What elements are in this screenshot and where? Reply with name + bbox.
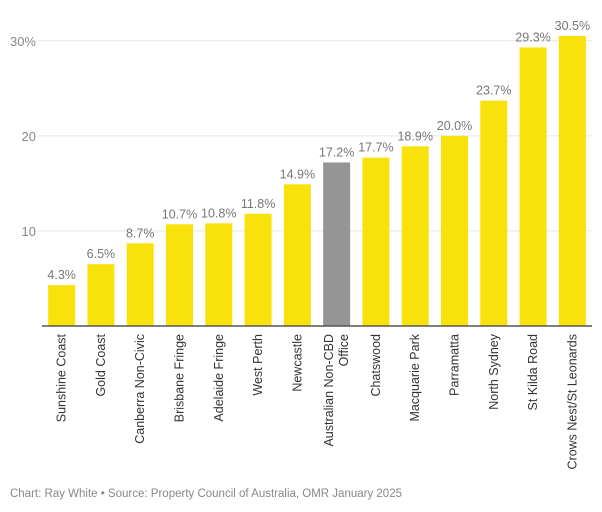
bar <box>87 264 115 326</box>
data-label: 10.8% <box>201 206 236 220</box>
bar <box>283 184 311 326</box>
category-label: Sunshine Coast <box>55 333 69 422</box>
data-label: 11.8% <box>241 197 276 211</box>
bar <box>48 285 76 326</box>
y-tick-label: 10 <box>22 224 36 239</box>
data-label: 14.9% <box>280 167 315 181</box>
data-label: 17.7% <box>358 141 393 155</box>
bar <box>558 36 586 326</box>
y-tick-label: 20 <box>22 129 36 144</box>
category-label: Australian Non-CBD <box>322 334 336 447</box>
category-label: Brisbane Fringe <box>173 334 187 422</box>
bar <box>126 243 154 326</box>
category-label: North Sydney <box>487 333 501 409</box>
gridlines <box>38 40 592 232</box>
category-label: Parramatta <box>448 334 462 396</box>
category-label: Canberra Non-Civic <box>133 334 147 444</box>
data-labels: 4.3% 6.5% 8.7% 10.7% 10.8% 11.8% 14.9% 17.2% 17.… <box>47 19 590 282</box>
data-label: 10.7% <box>162 207 197 221</box>
bar <box>166 224 193 326</box>
data-label: 8.7% <box>126 226 155 240</box>
category-label: Newcastle <box>290 334 304 392</box>
category-label: St Kilda Road <box>526 334 540 410</box>
data-label: 30.5% <box>555 19 590 33</box>
bar <box>480 100 508 327</box>
category-label: Adelaide Fringe <box>212 334 226 422</box>
category-label: Crows Nest/St Leonards <box>565 334 579 469</box>
bar <box>519 47 547 326</box>
data-label: 29.3% <box>515 30 550 44</box>
chart-caption: Chart: Ray White • Source: Property Coun… <box>10 488 402 500</box>
category-label: Gold Coast <box>94 333 108 396</box>
bar <box>362 157 390 326</box>
y-tick-label: 30% <box>10 34 36 49</box>
data-label: 6.5% <box>87 247 116 261</box>
bar <box>401 146 429 326</box>
data-label: 4.3% <box>47 268 76 282</box>
data-label: 17.2% <box>319 145 354 159</box>
category-label: West Perth <box>251 334 265 396</box>
bar <box>244 213 272 326</box>
y-axis-ticks: 10 20 30% <box>10 34 36 239</box>
data-label: 20.0% <box>437 119 472 133</box>
bar <box>323 162 351 326</box>
category-label: Chatswood <box>369 334 383 397</box>
data-label: 18.9% <box>397 129 432 143</box>
bar <box>205 223 233 326</box>
data-label: 23.7% <box>476 84 511 98</box>
bars <box>48 36 586 327</box>
category-label: Macquarie Park <box>408 333 422 421</box>
category-label: Office <box>337 334 351 366</box>
category-labels: Sunshine Coast Gold Coast Canberra Non-Civ… <box>55 333 580 469</box>
bar <box>441 135 468 326</box>
